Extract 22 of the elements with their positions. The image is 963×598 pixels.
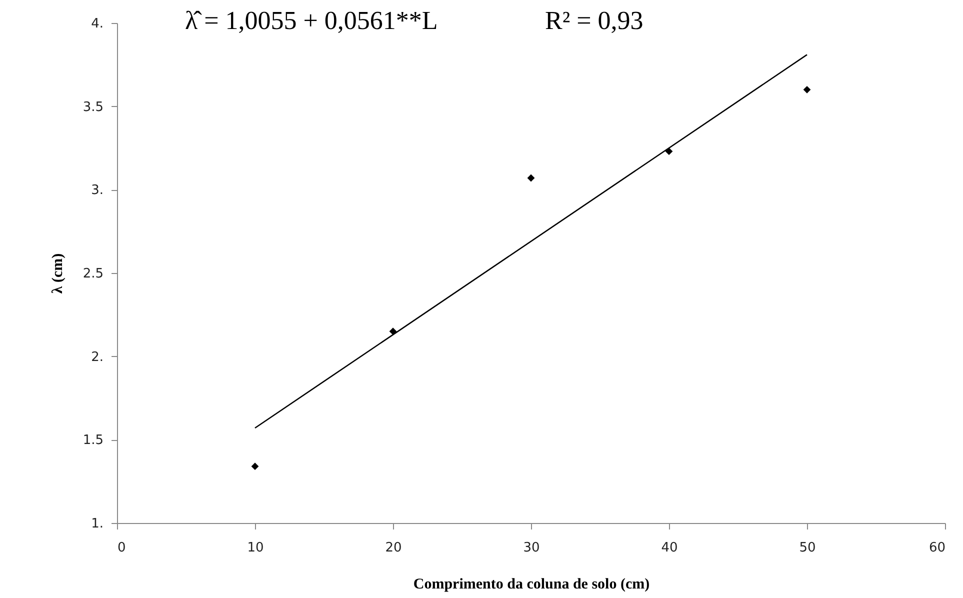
point (803, 86, 811, 94)
y-tick-label: 1. (91, 516, 104, 532)
annotation: λ̂ = 1,0055 + 0,0561**L (185, 6, 438, 35)
x-tick-label: 20 (385, 540, 402, 556)
point (527, 174, 535, 182)
y-tick-label: 3.5 (82, 100, 104, 115)
y-tick-label: 4. (91, 16, 104, 32)
y-tick-label: 2. (91, 350, 104, 365)
x-tick-label: 10 (247, 540, 264, 556)
x-tick-label: 0 (118, 540, 126, 556)
y-tick-label: 3. (91, 183, 104, 198)
x-tick-label: 60 (928, 540, 946, 556)
y-tick-label: 2.5 (82, 266, 104, 282)
y-tick-label: 1.5 (82, 433, 104, 448)
y-axis-title: λ (cm) (50, 253, 66, 294)
point (665, 148, 673, 156)
x-tick-label: 40 (661, 540, 678, 556)
x-axis-title: Comprimento da coluna de solo (cm) (413, 576, 650, 592)
annotation: R² = 0,93 (545, 6, 644, 35)
x-tick-label: 30 (523, 540, 540, 556)
x-tick-label: 50 (799, 540, 816, 556)
point (251, 462, 259, 470)
